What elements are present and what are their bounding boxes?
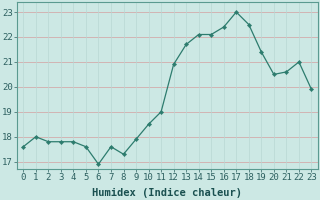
X-axis label: Humidex (Indice chaleur): Humidex (Indice chaleur) [92,188,242,198]
